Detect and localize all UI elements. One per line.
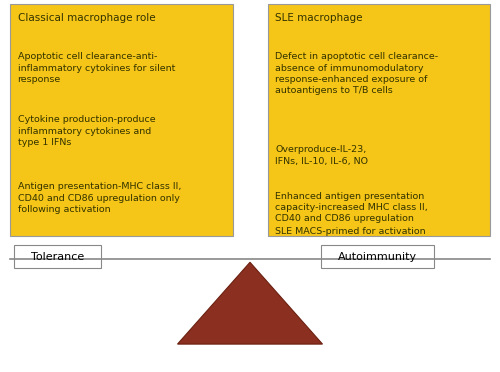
Polygon shape bbox=[178, 262, 322, 344]
Text: Classical macrophage role: Classical macrophage role bbox=[18, 13, 155, 23]
FancyBboxPatch shape bbox=[321, 245, 434, 268]
Text: SLE macrophage: SLE macrophage bbox=[275, 13, 362, 23]
Text: Enhanced antigen presentation
capacity-increased MHC class II,
CD40 and CD86 upr: Enhanced antigen presentation capacity-i… bbox=[275, 192, 428, 224]
Text: Antigen presentation-MHC class II,
CD40 and CD86 upregulation only
following act: Antigen presentation-MHC class II, CD40 … bbox=[18, 182, 181, 214]
Text: Tolerance: Tolerance bbox=[31, 252, 84, 262]
Text: Defect in apoptotic cell clearance-
absence of immunomodulatory
response-enhance: Defect in apoptotic cell clearance- abse… bbox=[275, 52, 438, 96]
Text: Cytokine production-produce
inflammatory cytokines and
type 1 IFNs: Cytokine production-produce inflammatory… bbox=[18, 115, 155, 147]
Text: SLE MACS-primed for activation: SLE MACS-primed for activation bbox=[275, 227, 426, 236]
FancyBboxPatch shape bbox=[10, 4, 232, 236]
FancyBboxPatch shape bbox=[268, 4, 490, 236]
Text: Apoptotic cell clearance-anti-
inflammatory cytokines for silent
response: Apoptotic cell clearance-anti- inflammat… bbox=[18, 52, 175, 84]
FancyBboxPatch shape bbox=[14, 245, 101, 268]
Text: Autoimmunity: Autoimmunity bbox=[338, 252, 417, 262]
Text: Overproduce-IL-23,
IFNs, IL-10, IL-6, NO: Overproduce-IL-23, IFNs, IL-10, IL-6, NO bbox=[275, 145, 368, 166]
